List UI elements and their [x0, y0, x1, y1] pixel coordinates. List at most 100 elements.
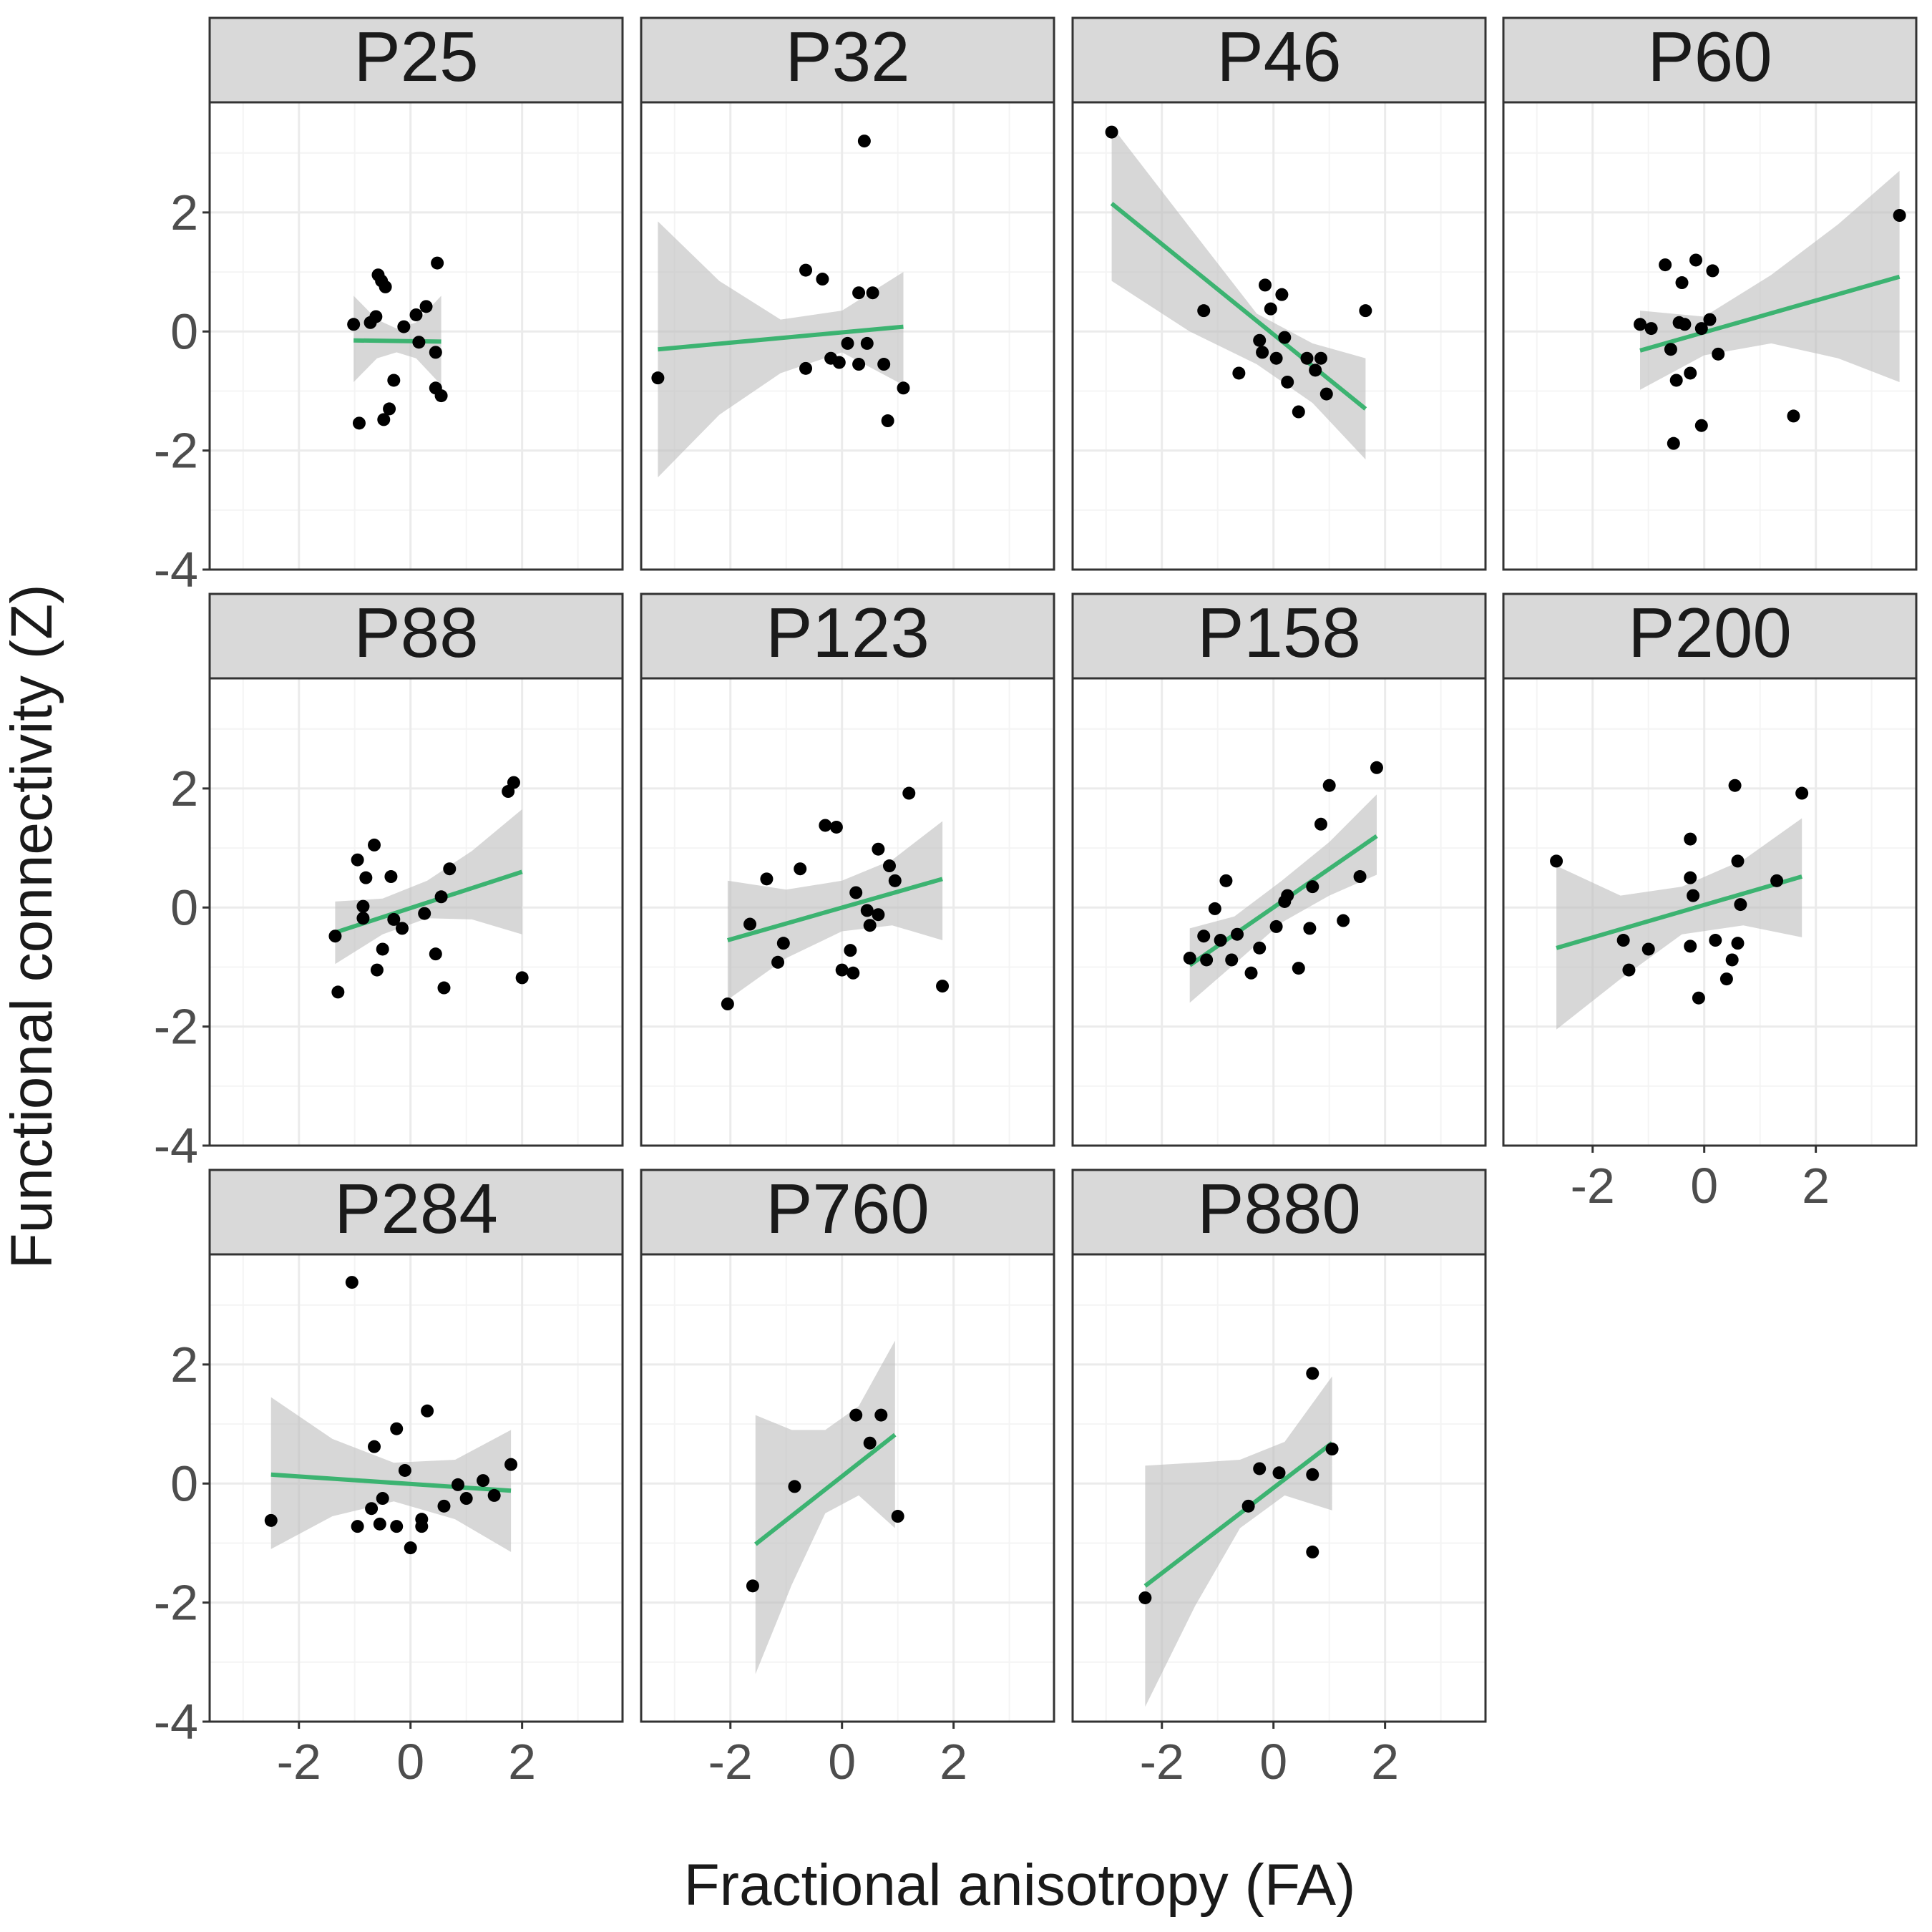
data-point: [1314, 351, 1327, 365]
data-point: [384, 870, 398, 884]
data-point: [331, 985, 345, 999]
data-point: [409, 308, 423, 321]
data-point: [507, 776, 520, 789]
panel-border: [208, 677, 624, 1147]
data-point: [1231, 927, 1244, 941]
data-point: [1105, 125, 1118, 139]
data-point: [1359, 304, 1372, 318]
data-point: [1256, 346, 1269, 359]
data-point: [651, 371, 665, 385]
y-tick-label: 0: [170, 879, 198, 935]
data-point: [1264, 302, 1277, 316]
confidence-band: [1145, 1376, 1332, 1707]
regression-line: [353, 338, 441, 344]
data-point: [1664, 343, 1677, 356]
data-point: [437, 981, 451, 995]
data-point: [1138, 1591, 1152, 1604]
confidence-band: [1640, 170, 1900, 390]
data-point: [1684, 366, 1697, 380]
facet-panels: P25 -4 -2 0 2 P32 P46 P60 P88 -4 -2 0 2 P123 P158 P200 -…: [154, 16, 1918, 1790]
data-point: [351, 1520, 364, 1533]
data-point: [1641, 942, 1655, 956]
data-point: [387, 912, 401, 926]
data-point: [1314, 817, 1327, 831]
confidence-band: [658, 221, 904, 478]
x-tick-label: 0: [828, 1734, 856, 1790]
facet-strip-label: P25: [353, 17, 478, 96]
data-point: [429, 346, 442, 359]
data-point: [1694, 322, 1708, 336]
x-tick-label: -2: [1571, 1158, 1615, 1214]
data-point: [352, 416, 366, 430]
data-point: [1370, 761, 1383, 774]
facet-strip-label: P60: [1647, 17, 1772, 96]
data-point: [1731, 937, 1745, 950]
facet-strip: [1502, 592, 1918, 680]
data-point: [874, 1408, 888, 1422]
panel-border: [1502, 677, 1918, 1147]
x-tick-label: -2: [1140, 1734, 1184, 1790]
data-point: [1253, 941, 1267, 955]
data-point: [1795, 786, 1809, 800]
facet-P158: P158: [1071, 592, 1487, 1147]
data-point: [1709, 934, 1722, 947]
confidence-band: [755, 1340, 895, 1674]
data-point: [1353, 870, 1367, 884]
data-point: [383, 402, 396, 416]
data-point: [852, 286, 866, 300]
data-point: [888, 874, 902, 887]
data-point: [1275, 288, 1289, 301]
data-point: [1306, 1468, 1319, 1481]
data-point: [849, 1408, 863, 1422]
data-point: [1322, 779, 1336, 792]
data-point: [1219, 874, 1233, 887]
regression-line: [727, 877, 943, 942]
data-point: [849, 886, 863, 899]
y-tick-label: 0: [170, 1455, 198, 1511]
facet-strip-label: P46: [1216, 17, 1341, 96]
facet-strip: [208, 592, 624, 680]
data-point: [365, 1502, 379, 1516]
x-tick-label: 2: [1802, 1158, 1830, 1214]
facet-strip-label: P760: [766, 1169, 930, 1248]
data-point: [1712, 347, 1725, 361]
data-point: [794, 862, 807, 876]
data-point: [852, 358, 866, 371]
data-point: [373, 1517, 386, 1531]
y-tick-label: -4: [154, 542, 198, 597]
data-point: [504, 1458, 518, 1471]
data-point: [1659, 258, 1672, 272]
data-point: [1787, 409, 1800, 423]
data-point: [863, 1436, 877, 1450]
data-point: [1734, 898, 1747, 912]
data-point: [376, 942, 389, 956]
data-point: [1684, 832, 1697, 846]
data-point: [1281, 889, 1294, 902]
data-point: [1644, 322, 1658, 336]
data-point: [1225, 953, 1239, 967]
data-point: [377, 413, 391, 426]
panel-border: [640, 677, 1055, 1147]
confidence-band: [335, 809, 522, 965]
data-point: [1703, 313, 1717, 326]
data-point: [370, 963, 384, 977]
data-point: [1725, 953, 1739, 967]
data-point: [429, 947, 442, 961]
data-point: [1687, 889, 1700, 902]
facet-P60: P60: [1502, 16, 1918, 571]
data-point: [379, 280, 392, 293]
x-axis-title: Fractional anisotropy (FA): [684, 1853, 1356, 1918]
x-tick-label: -2: [708, 1734, 753, 1790]
data-point: [264, 1513, 278, 1527]
regression-line: [753, 1433, 897, 1546]
x-tick-label: 0: [1690, 1158, 1718, 1214]
data-point: [746, 1579, 759, 1593]
facet-strip-label: P123: [766, 593, 930, 672]
data-point: [863, 919, 877, 932]
y-axis-title: Functional connectivity (Z): [0, 584, 64, 1269]
data-point: [437, 1499, 451, 1513]
data-point: [1309, 364, 1322, 377]
data-point: [431, 256, 444, 270]
x-tick-label: 0: [396, 1734, 424, 1790]
data-point: [1550, 854, 1563, 868]
